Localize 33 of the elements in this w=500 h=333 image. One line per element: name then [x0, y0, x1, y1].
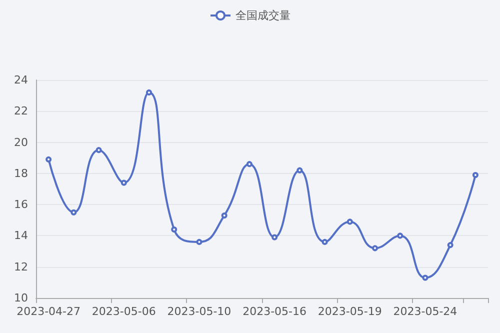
- point: [447, 242, 454, 248]
- point: [372, 245, 378, 252]
- point: [146, 89, 152, 96]
- point: [272, 234, 278, 240]
- x-tick-label: 2023-05-06: [92, 305, 156, 318]
- point: [46, 156, 52, 162]
- legend-label: 全国成交量: [236, 9, 290, 22]
- y-tick-label: 24: [14, 74, 28, 86]
- point: [96, 147, 102, 154]
- y-tick-label: 22: [14, 104, 28, 118]
- point: [422, 274, 428, 281]
- point: [196, 238, 202, 245]
- x-tick-label: 2023-05-24: [393, 305, 458, 318]
- x-tick-label: 2023-04-27: [16, 305, 81, 318]
- point: [70, 209, 77, 216]
- x-tick-label: 2023-05-19: [318, 305, 382, 318]
- y-tick-label: 10: [14, 292, 28, 304]
- point: [120, 180, 127, 186]
- y-tick-label: 16: [14, 198, 28, 212]
- point: [322, 238, 328, 245]
- point: [472, 172, 478, 178]
- y-tick-label: 12: [14, 260, 28, 274]
- x-tick-label: 2023-05-10: [167, 305, 232, 318]
- x-tick-label: 2023-05-16: [242, 305, 307, 318]
- point: [246, 161, 252, 168]
- point: [171, 226, 178, 232]
- point: [346, 218, 353, 225]
- point: [397, 232, 404, 239]
- y-tick-label: 20: [14, 136, 28, 149]
- point: [221, 212, 228, 218]
- y-tick-label: 18: [14, 166, 28, 180]
- point: [296, 167, 303, 174]
- y-tick-label: 14: [14, 229, 28, 242]
